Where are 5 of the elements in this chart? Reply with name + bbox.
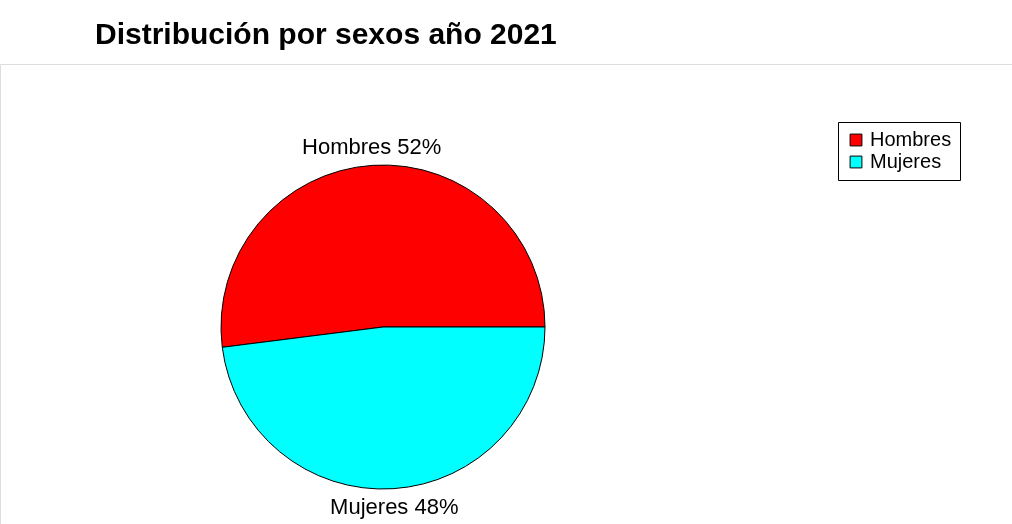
legend-label: Mujeres <box>870 150 942 172</box>
chart-title: Distribución por sexos año 2021 <box>95 17 557 50</box>
legend-label: Hombres <box>870 128 952 150</box>
data-label: Hombres 52% <box>302 134 442 160</box>
data-label: Mujeres 48% <box>330 493 459 519</box>
